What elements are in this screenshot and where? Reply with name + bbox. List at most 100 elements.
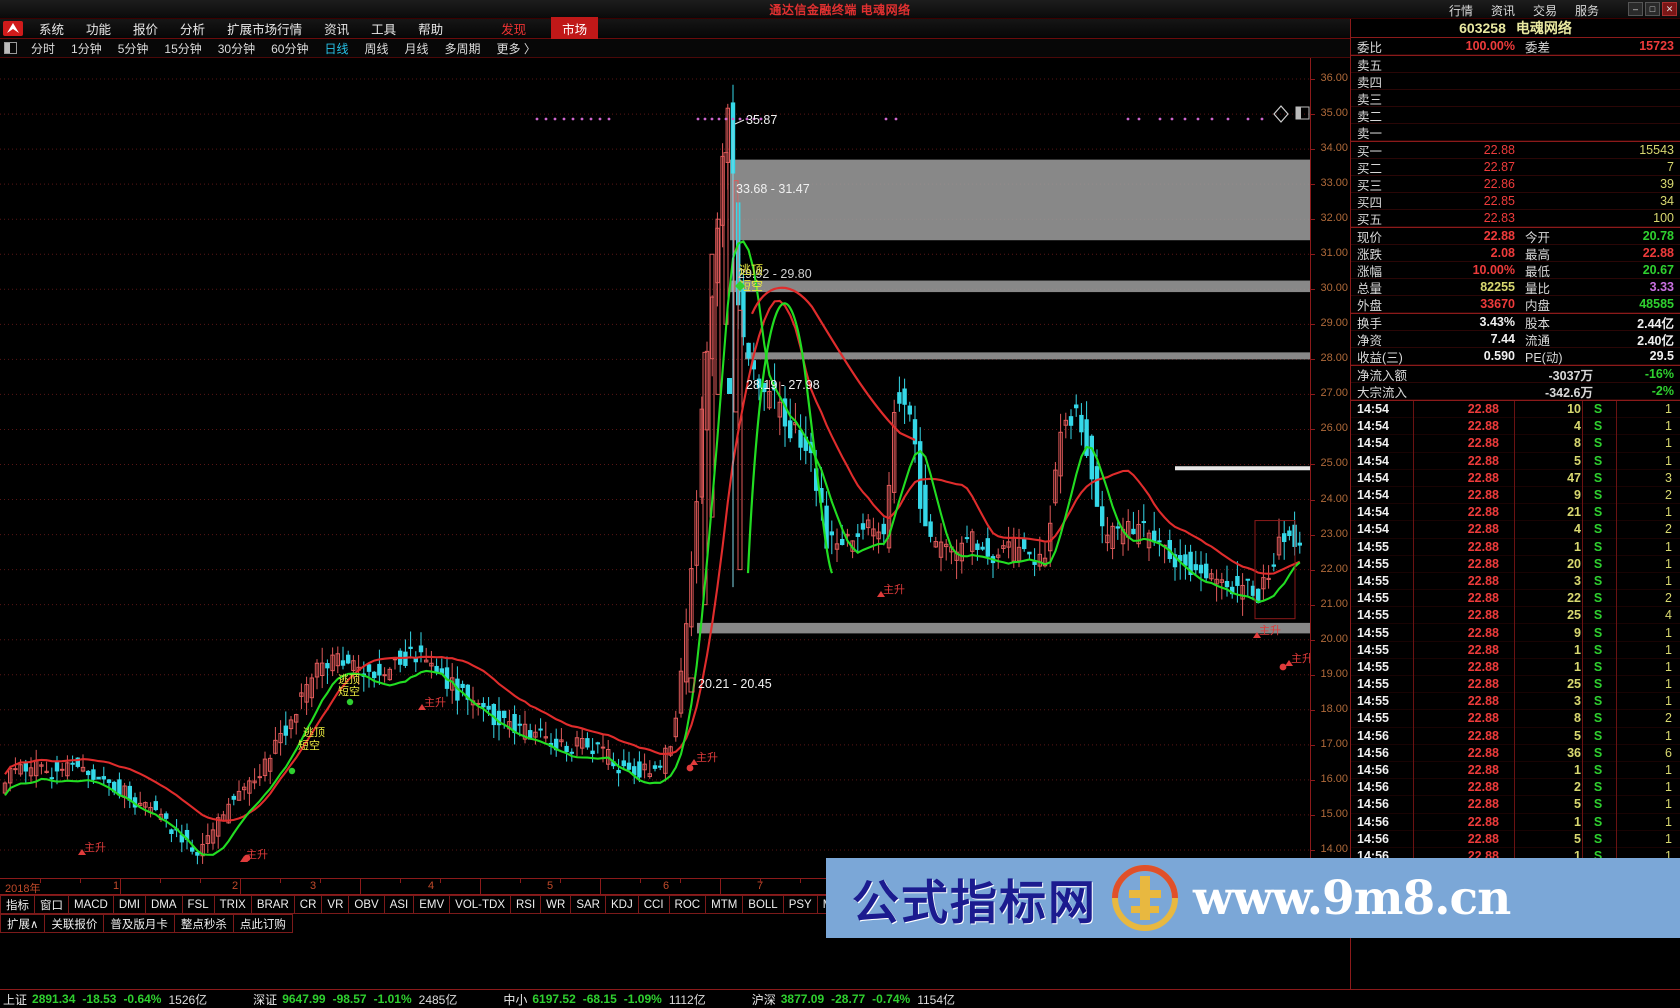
- tick-row[interactable]: 14:56 22.88 1 S 1: [1351, 762, 1680, 780]
- menu-item-discover[interactable]: 发现: [501, 23, 527, 37]
- tick-row[interactable]: 14:56 22.88 36 S 6: [1351, 745, 1680, 762]
- indicator-button-voltdx[interactable]: VOL-TDX: [450, 895, 511, 914]
- menu-item-market[interactable]: 市场: [551, 17, 599, 40]
- tick-row[interactable]: 14:56 22.88 5 S 1: [1351, 831, 1680, 848]
- candle-body: [49, 777, 54, 780]
- price-tick-label: 15.00: [1320, 807, 1348, 820]
- tick-row[interactable]: 14:55 22.88 1 S 1: [1351, 539, 1680, 556]
- titlebar-menu-zixun[interactable]: 资讯: [1490, 4, 1515, 18]
- tick-count: 1: [1665, 659, 1672, 674]
- tick-price: 22.88: [1467, 522, 1499, 537]
- close-button[interactable]: ✕: [1662, 2, 1677, 16]
- period-multi[interactable]: 多周期: [444, 41, 481, 56]
- tick-row[interactable]: 14:55 22.88 22 S 2: [1351, 590, 1680, 608]
- period-monthly[interactable]: 月线: [404, 41, 429, 56]
- indicator-button-emv[interactable]: EMV: [414, 895, 451, 914]
- indicator-button-sar[interactable]: SAR: [571, 895, 606, 914]
- maximize-button[interactable]: □: [1645, 2, 1660, 16]
- tick-row[interactable]: 14:55 22.88 9 S 1: [1351, 624, 1680, 642]
- titlebar-menu-hangqing[interactable]: 行情: [1448, 4, 1473, 18]
- tick-row[interactable]: 14:55 22.88 20 S 1: [1351, 556, 1680, 573]
- price-tick-mark: [1311, 324, 1315, 326]
- menu-item-system[interactable]: 系统: [39, 23, 65, 37]
- tick-row[interactable]: 14:55 22.88 1 S 1: [1351, 642, 1680, 659]
- tick-row[interactable]: 14:55 22.88 25 S 1: [1351, 676, 1680, 694]
- tick-row[interactable]: 14:54 22.88 5 S 1: [1351, 453, 1680, 470]
- indicator-button-dmi[interactable]: DMI: [113, 895, 146, 914]
- indicator-button-wr[interactable]: WR: [541, 895, 572, 914]
- indicator-button-kdj[interactable]: KDJ: [606, 895, 639, 914]
- indicator-button-boll[interactable]: BOLL: [743, 895, 784, 914]
- titlebar-menu-fuwu[interactable]: 服务: [1574, 4, 1599, 18]
- tick-row[interactable]: 14:54 22.88 9 S 2: [1351, 487, 1680, 505]
- tick-row[interactable]: 14:54 22.88 4 S 1: [1351, 418, 1680, 436]
- tick-list[interactable]: 14:54 22.88 10 S 1 14:54 22.88 4 S 1 14:54 22.88 8 S 1…: [1351, 401, 1680, 871]
- window-split-icon[interactable]: [4, 42, 17, 54]
- tick-row[interactable]: 14:54 22.88 21 S 1: [1351, 504, 1680, 522]
- tick-row[interactable]: 14:56 22.88 5 S 1: [1351, 796, 1680, 814]
- indicator-button-fsl[interactable]: FSL: [182, 895, 215, 914]
- tick-row[interactable]: 14:54 22.88 47 S 3: [1351, 470, 1680, 487]
- titlebar-menu-jiaoyi[interactable]: 交易: [1532, 4, 1557, 18]
- date-tick-label: 4: [428, 880, 435, 892]
- menu-item-extmarket[interactable]: 扩展市场行情: [227, 23, 303, 37]
- indicator-button-psy[interactable]: PSY: [783, 895, 818, 914]
- promo-button-0[interactable]: 扩展∧: [0, 914, 46, 933]
- period-more[interactable]: 更多 〉: [496, 41, 536, 56]
- promo-button-1[interactable]: 关联报价: [45, 914, 105, 933]
- indicator-button-asi[interactable]: ASI: [384, 895, 415, 914]
- indicator-button-trix[interactable]: TRIX: [214, 895, 252, 914]
- period-1min[interactable]: 1分钟: [71, 41, 102, 56]
- tick-row[interactable]: 14:56 22.88 2 S 1: [1351, 779, 1680, 797]
- indicator-button-roc[interactable]: ROC: [669, 895, 707, 914]
- tick-row[interactable]: 14:55 22.88 3 S 1: [1351, 573, 1680, 591]
- index-percent: -1.09%: [623, 992, 662, 1006]
- indicator-button-dma[interactable]: DMA: [145, 895, 183, 914]
- indicator-button-obv[interactable]: OBV: [349, 895, 385, 914]
- tick-row[interactable]: 14:55 22.88 8 S 2: [1351, 710, 1680, 728]
- tick-row[interactable]: 14:55 22.88 25 S 4: [1351, 607, 1680, 625]
- period-weekly[interactable]: 周线: [364, 41, 389, 56]
- promo-button-4[interactable]: 点此订购: [233, 914, 293, 933]
- tick-row[interactable]: 14:56 22.88 1 S 1: [1351, 814, 1680, 831]
- menu-item-tools[interactable]: 工具: [371, 23, 397, 37]
- indicator-button-vr[interactable]: VR: [322, 895, 350, 914]
- promo-button-2[interactable]: 普及版月卡: [104, 914, 175, 933]
- tick-row[interactable]: 14:54 22.88 8 S 1: [1351, 435, 1680, 453]
- indicator-button-brar[interactable]: BRAR: [251, 895, 295, 914]
- menu-item-function[interactable]: 功能: [86, 23, 112, 37]
- period-60min[interactable]: 60分钟: [271, 41, 309, 56]
- tick-row[interactable]: 14:55 22.88 3 S 1: [1351, 693, 1680, 711]
- tick-row[interactable]: 14:55 22.88 1 S 1: [1351, 659, 1680, 676]
- period-5min[interactable]: 5分钟: [117, 41, 149, 56]
- promo-button-3[interactable]: 整点秒杀: [174, 914, 234, 933]
- tick-time: 14:55: [1357, 608, 1389, 623]
- indicator-button-[interactable]: 指标: [0, 895, 35, 914]
- menu-item-analysis[interactable]: 分析: [180, 23, 206, 37]
- menu-item-help[interactable]: 帮助: [418, 23, 444, 37]
- candle-body: [559, 739, 564, 743]
- tick-row[interactable]: 14:54 22.88 10 S 1: [1351, 401, 1680, 419]
- indicator-button-macd[interactable]: MACD: [69, 895, 114, 914]
- candle-body: [756, 378, 762, 388]
- level-label: 买三: [1357, 178, 1383, 193]
- candle-body: [600, 746, 606, 749]
- indicator-button-[interactable]: 窗口: [35, 895, 69, 914]
- indicator-button-cr[interactable]: CR: [294, 895, 323, 914]
- indicator-button-mtm[interactable]: MTM: [706, 895, 744, 914]
- annotation-zone-3: 28.19 - 27.98: [746, 378, 820, 392]
- period-fenshi[interactable]: 分时: [31, 41, 56, 56]
- price-tick-label: 17.00: [1320, 737, 1348, 750]
- indicator-button-rsi[interactable]: RSI: [511, 895, 542, 914]
- indicator-button-cci[interactable]: CCI: [638, 895, 670, 914]
- period-daily[interactable]: 日线: [324, 41, 349, 56]
- menu-item-quote[interactable]: 报价: [133, 23, 159, 37]
- period-30min[interactable]: 30分钟: [217, 41, 256, 56]
- tick-row[interactable]: 14:54 22.88 4 S 2: [1351, 521, 1680, 539]
- minimize-button[interactable]: –: [1628, 2, 1643, 16]
- candle-body: [205, 835, 211, 844]
- tick-row[interactable]: 14:56 22.88 5 S 1: [1351, 728, 1680, 745]
- menu-item-news[interactable]: 资讯: [324, 23, 350, 37]
- period-15min[interactable]: 15分钟: [164, 41, 202, 56]
